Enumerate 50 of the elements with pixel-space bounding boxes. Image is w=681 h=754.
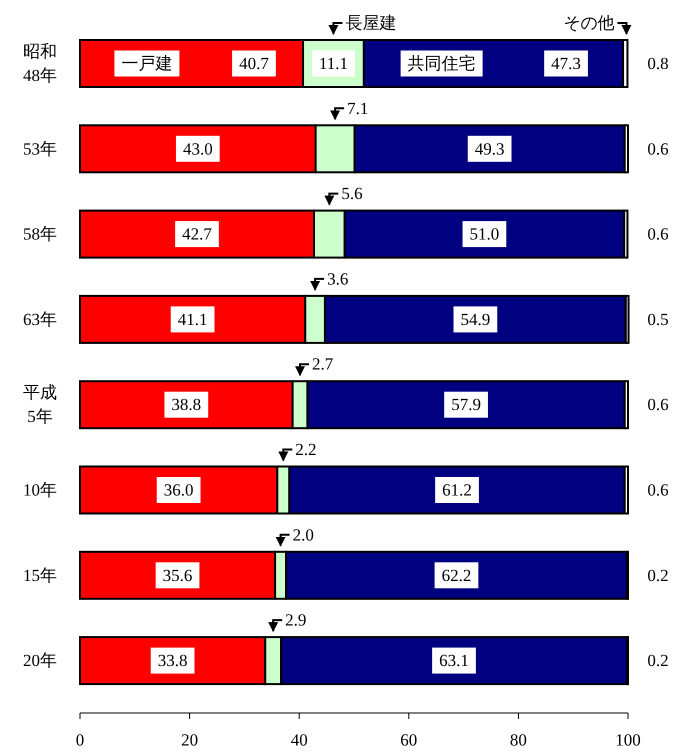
data-label: 54.9 bbox=[460, 310, 490, 329]
x-tick-label: 100 bbox=[615, 730, 641, 750]
y-tick-label: 53年 bbox=[23, 139, 57, 158]
series-label: その他 bbox=[563, 14, 614, 32]
data-label: 5.6 bbox=[341, 184, 363, 204]
y-tick-label: 10年 bbox=[23, 480, 57, 500]
data-label: 62.2 bbox=[442, 566, 472, 585]
series-label: 一戸建 bbox=[121, 54, 172, 73]
data-label: 33.8 bbox=[158, 651, 188, 670]
data-label: 38.8 bbox=[171, 395, 202, 414]
data-label: 0.8 bbox=[647, 54, 669, 73]
x-tick-label: 0 bbox=[76, 730, 84, 750]
data-label: 35.6 bbox=[162, 566, 192, 585]
x-tick-label: 60 bbox=[400, 730, 418, 750]
data-label: 0.6 bbox=[647, 139, 669, 158]
data-label: 36.0 bbox=[164, 480, 194, 500]
data-label: 0.6 bbox=[647, 480, 669, 500]
data-label: 0.5 bbox=[647, 310, 669, 329]
data-label: 0.2 bbox=[647, 651, 669, 670]
x-tick-label: 20 bbox=[181, 730, 198, 750]
data-label: 63.1 bbox=[439, 651, 469, 670]
data-label: 7.1 bbox=[347, 98, 368, 118]
data-label: 41.1 bbox=[178, 310, 208, 329]
data-label: 42.7 bbox=[182, 224, 212, 244]
data-label: 11.1 bbox=[318, 54, 348, 73]
y-tick-label: 58年 bbox=[23, 224, 57, 244]
x-tick-label: 40 bbox=[290, 730, 308, 750]
data-label: 47.3 bbox=[551, 54, 581, 73]
data-label: 0.2 bbox=[647, 566, 669, 585]
data-label: 57.9 bbox=[451, 395, 481, 414]
x-tick-label: 80 bbox=[510, 730, 527, 750]
y-tick-label: 平成5年 bbox=[23, 383, 57, 426]
data-label: 0.6 bbox=[647, 224, 669, 244]
data-label: 61.2 bbox=[442, 480, 472, 500]
data-label: 49.3 bbox=[474, 139, 505, 158]
data-label: 2.0 bbox=[292, 525, 314, 544]
series-label: 共同住宅 bbox=[408, 54, 476, 73]
data-label: 51.0 bbox=[470, 224, 500, 244]
y-tick-label: 20年 bbox=[23, 651, 57, 670]
data-label: 2.7 bbox=[312, 354, 334, 374]
data-label: 40.7 bbox=[239, 54, 270, 73]
y-tick-label: 63年 bbox=[23, 310, 57, 329]
y-tick-label: 昭和48年 bbox=[23, 42, 57, 85]
data-label: 0.6 bbox=[647, 395, 669, 414]
data-label: 2.9 bbox=[285, 610, 306, 630]
data-label: 3.6 bbox=[327, 269, 348, 288]
y-tick-label: 15年 bbox=[23, 566, 57, 585]
data-label: 2.2 bbox=[295, 440, 317, 459]
legend-label: 長屋建 bbox=[345, 14, 396, 32]
data-label: 43.0 bbox=[182, 139, 213, 158]
